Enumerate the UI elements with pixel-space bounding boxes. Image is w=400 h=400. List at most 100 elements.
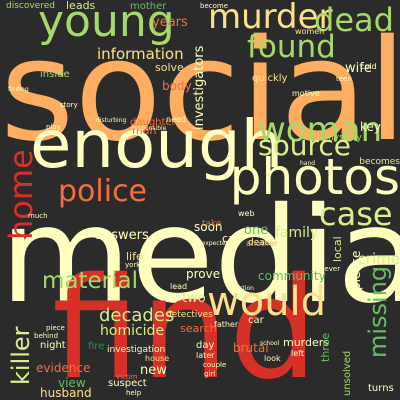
word-become: become: [200, 2, 229, 10]
word-wife: wife: [345, 61, 372, 76]
word-years: years: [152, 15, 188, 30]
word-death: death: [248, 238, 274, 248]
word-soon: soon: [194, 220, 223, 234]
word-husband: husband: [40, 386, 92, 400]
word-evidence: evidence: [36, 361, 91, 375]
word-view: view: [58, 376, 86, 390]
word-lead: lead: [170, 282, 188, 291]
word-detectives: detectives: [166, 310, 213, 320]
word-piece: piece: [46, 324, 65, 332]
word-brutal: brutal: [233, 341, 269, 355]
word-community: community: [258, 269, 326, 283]
word-decades: decades: [99, 305, 175, 326]
word-question: question: [228, 285, 254, 292]
word-missing: missing: [364, 265, 392, 358]
word-local: local: [331, 236, 344, 262]
word-teen: teen: [336, 75, 352, 83]
word-couple: couple: [203, 361, 227, 369]
word-home: home: [2, 149, 40, 240]
word-one: one: [244, 223, 269, 238]
word-crime: crime: [357, 250, 400, 268]
word-new: new: [140, 363, 167, 378]
word-left: left: [291, 349, 304, 358]
word-information: information: [97, 45, 184, 63]
word-quickly: quickly: [252, 73, 288, 84]
word-killer: killer: [7, 326, 35, 385]
word-girl: girl: [204, 370, 216, 378]
word-found: found: [247, 29, 336, 65]
word-daughter: daughter: [130, 117, 176, 128]
word-look: look: [264, 354, 281, 363]
word-school: school: [260, 340, 280, 347]
word-car: car: [248, 315, 264, 326]
word-women: women: [295, 27, 325, 36]
word-search: search: [180, 322, 217, 335]
word-responsible: responsible: [132, 125, 167, 132]
word-help: help: [126, 389, 142, 397]
word-media: media: [0, 179, 400, 333]
word-behind: behind: [34, 332, 59, 340]
word-murder: murder: [208, 0, 333, 37]
word-find: find: [52, 248, 318, 400]
word-body: body: [162, 79, 192, 93]
word-disturbing: disturbing: [96, 117, 127, 124]
word-prove: prove: [186, 267, 221, 281]
word-finding: finding: [8, 86, 29, 93]
word-unexpected: unexpected: [194, 240, 230, 247]
word-suspect: suspect: [108, 378, 147, 389]
word-solve: solve: [155, 61, 184, 74]
word-another: another: [246, 239, 278, 248]
word-york: york: [125, 261, 141, 269]
word-take: take: [202, 219, 222, 229]
word-much: much: [28, 212, 48, 220]
word-leads: leads: [66, 0, 96, 12]
word-material: material: [42, 268, 138, 294]
word-key: key: [360, 120, 382, 134]
word-investigation: investigation: [107, 345, 166, 355]
word-woman: woman: [258, 110, 383, 150]
word-turns: turns: [368, 383, 394, 394]
word-unsolved: unsolved: [342, 350, 353, 396]
word-father: father: [214, 320, 239, 329]
word-three: three: [319, 332, 332, 362]
word-inside: inside: [40, 69, 70, 80]
word-would: would: [207, 279, 327, 325]
word-need: need: [166, 115, 186, 124]
word-dead: dead: [314, 1, 394, 39]
word-web: web: [238, 209, 255, 218]
word-photos: photos: [229, 148, 400, 206]
word-house: house: [145, 354, 170, 363]
word-mother: mother: [130, 1, 167, 12]
word-day: day: [196, 340, 215, 351]
word-play: play: [46, 123, 61, 131]
word-please: please: [349, 250, 363, 290]
word-cold: cold: [360, 62, 377, 71]
word-family: family: [275, 225, 319, 241]
word-police: police: [58, 174, 148, 209]
word-source: source: [258, 129, 351, 162]
word-hand: hand: [300, 160, 316, 167]
word-fire: fire: [88, 341, 105, 352]
word-murders: murders: [283, 336, 330, 349]
word-motive: motive: [292, 89, 320, 98]
word-story: story: [60, 101, 78, 109]
word-mystery: mystery: [325, 133, 362, 143]
word-answers: answers: [95, 228, 149, 243]
word-call: call: [222, 232, 241, 245]
word-life: life: [126, 250, 143, 263]
word-later: later: [196, 351, 215, 360]
word-social: social: [0, 10, 400, 173]
word-enough: enough: [30, 106, 284, 183]
word-never: never: [320, 265, 341, 273]
word-case: case: [319, 195, 393, 233]
word-discovered: discovered: [6, 1, 55, 11]
word-homicide: homicide: [100, 323, 165, 339]
word-victim: victim: [116, 373, 138, 381]
word-man: man: [132, 124, 157, 137]
word-investigators: investigators: [192, 45, 207, 130]
word-two: two: [182, 291, 206, 306]
word-becomes: becomes: [359, 157, 400, 167]
word-young: young: [38, 0, 175, 47]
word-night: night: [40, 340, 66, 351]
